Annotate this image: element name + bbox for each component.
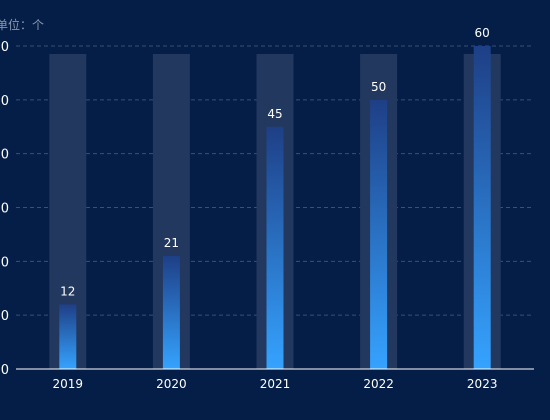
- bar: [162, 255, 180, 369]
- y-tick-label: 0: [1, 255, 9, 270]
- y-tick-label: 0: [1, 309, 9, 324]
- bars: [59, 46, 491, 369]
- x-tick-label: 2019: [53, 377, 84, 391]
- data-label: 50: [371, 80, 386, 94]
- bar: [370, 99, 388, 369]
- data-label: 60: [475, 26, 490, 40]
- data-label: 21: [164, 236, 179, 250]
- x-tick-label: 2022: [363, 377, 394, 391]
- y-tick-label: 0: [1, 94, 9, 109]
- y-tick-label: 0: [1, 148, 9, 163]
- x-tick-label: 2020: [156, 377, 187, 391]
- bar: [473, 46, 491, 369]
- bar: [59, 304, 77, 369]
- unit-label: 单位：个: [0, 18, 45, 32]
- y-tick-label: 0: [1, 363, 9, 378]
- bar: [266, 126, 284, 369]
- x-tick-label: 2023: [467, 377, 498, 391]
- y-tick-label: 0: [1, 40, 9, 55]
- data-label: 45: [267, 107, 282, 121]
- y-tick-label: 0: [1, 202, 9, 217]
- x-tick-label: 2021: [260, 377, 291, 391]
- data-label: 12: [60, 284, 75, 298]
- labels: 0 0 0 0 0 0 0 12 2019 21 2020 45 2021 50 2022 60 2023: [1, 26, 498, 391]
